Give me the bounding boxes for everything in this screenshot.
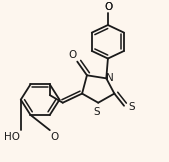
Text: S: S	[128, 102, 135, 112]
Text: O: O	[105, 2, 113, 12]
Text: O: O	[105, 2, 113, 12]
Text: O: O	[68, 50, 76, 60]
Text: S: S	[94, 107, 100, 116]
Text: HO: HO	[4, 132, 20, 142]
Text: O: O	[50, 132, 58, 142]
Text: N: N	[106, 73, 114, 83]
